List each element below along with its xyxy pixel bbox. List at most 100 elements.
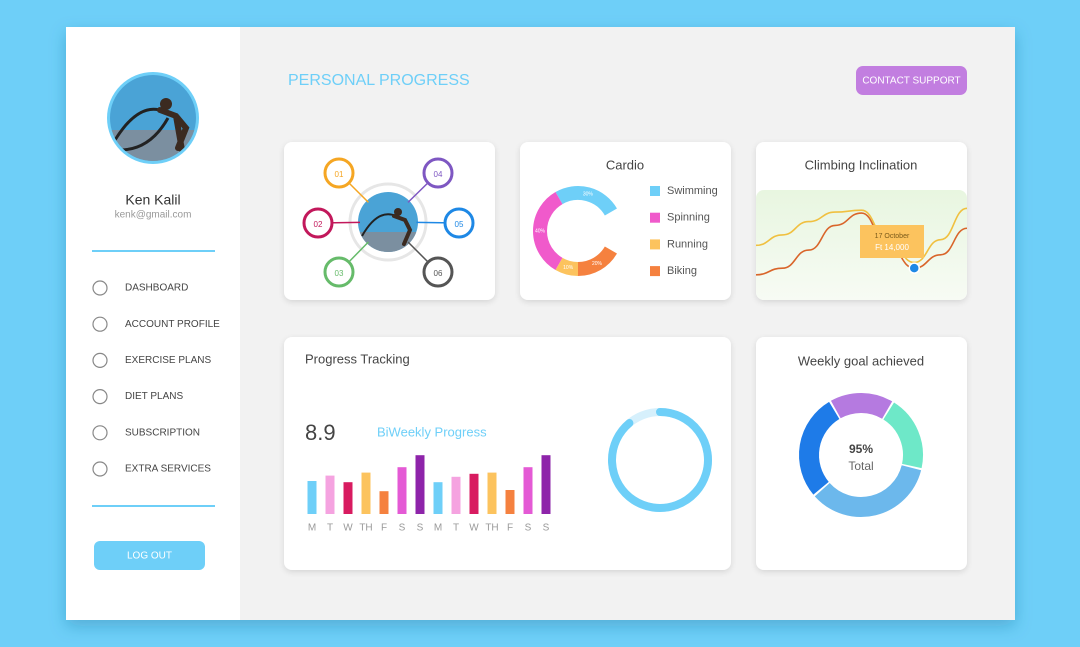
tooltip-value: Ft 14,000 — [875, 243, 909, 252]
step-circle — [443, 207, 475, 239]
nav-icon — [92, 280, 108, 296]
logout-button[interactable] — [94, 541, 205, 570]
bar — [361, 472, 371, 514]
plot-area — [756, 190, 967, 300]
x-tick-label: TH — [359, 523, 372, 534]
bar — [433, 482, 443, 514]
donut-segment — [814, 464, 922, 517]
legend-swatch — [650, 186, 660, 196]
bar — [325, 475, 335, 514]
legend-label: Biking — [667, 265, 697, 277]
card — [756, 337, 967, 570]
line — [756, 212, 967, 276]
donut-label: 30% — [583, 192, 594, 198]
step-circle — [323, 256, 355, 288]
highlight-point — [908, 262, 920, 274]
card-title: Progress Tracking — [305, 351, 410, 366]
bar — [505, 490, 515, 514]
nav-item[interactable]: DASHBOARD — [125, 283, 188, 294]
card-title: Weekly goal achieved — [798, 353, 924, 368]
nav-item[interactable]: DIET PLANS — [125, 391, 183, 402]
donut-label: 10% — [563, 265, 574, 271]
total-caption: Total — [848, 459, 873, 473]
nav-item[interactable]: SUBSCRIPTION — [125, 427, 200, 438]
step-number: 05 — [455, 220, 464, 229]
tooltip-date: 17 October — [875, 233, 910, 240]
step-number: 01 — [335, 170, 344, 179]
step-circle — [422, 157, 454, 189]
x-tick-label: T — [327, 523, 333, 534]
donut-segment — [882, 402, 923, 469]
x-tick-label: F — [381, 523, 387, 534]
nav-icon — [92, 389, 108, 405]
x-tick-label: S — [525, 523, 532, 534]
x-tick-label: W — [343, 523, 353, 534]
nav-icon — [92, 461, 108, 477]
x-tick-label: S — [399, 523, 406, 534]
nav-icon — [92, 316, 108, 332]
donut-segment — [830, 393, 893, 419]
contact-label[interactable]: CONTACT SUPPORT — [862, 76, 960, 87]
line — [756, 207, 967, 264]
step-circle — [323, 157, 355, 189]
progress-caption: BiWeekly Progress — [377, 424, 487, 439]
donut-segment — [577, 246, 617, 276]
x-tick-label: M — [434, 523, 442, 534]
user-name: Ken Kalil — [125, 192, 180, 208]
progress-value: 8.9 — [305, 420, 336, 445]
tooltip — [860, 225, 924, 258]
x-tick-label: F — [507, 523, 513, 534]
card — [284, 337, 731, 570]
logout-label[interactable]: LOG OUT — [127, 551, 172, 562]
bar — [541, 455, 551, 514]
bar — [451, 476, 461, 514]
bar — [379, 491, 389, 514]
donut-label: 40% — [535, 228, 546, 234]
nav-icon — [92, 425, 108, 441]
bar — [397, 467, 407, 514]
nav-icon — [92, 352, 108, 368]
total-value: 95% — [849, 442, 873, 456]
bar — [415, 455, 425, 514]
donut-segment — [533, 192, 563, 270]
x-tick-label: S — [543, 523, 550, 534]
x-tick-label: T — [453, 523, 459, 534]
card-title: Climbing Inclination — [805, 157, 918, 172]
card — [520, 142, 731, 300]
donut-segment — [799, 401, 840, 495]
step-number: 03 — [335, 269, 344, 278]
step-number: 02 — [314, 220, 323, 229]
x-tick-label: W — [469, 523, 479, 534]
nav-item[interactable]: ACCOUNT PROFILE — [125, 319, 220, 330]
step-circle — [302, 207, 334, 239]
bar — [469, 473, 479, 514]
progress-ring — [608, 408, 712, 512]
donut-segment — [555, 257, 579, 276]
donut-segment — [555, 186, 617, 216]
bar — [523, 467, 533, 514]
donut-label: 20% — [592, 261, 603, 267]
legend-swatch — [650, 239, 660, 250]
page-title: PERSONAL PROGRESS — [288, 72, 470, 89]
step-circle — [422, 256, 454, 288]
bar — [307, 481, 317, 514]
legend-label: Spinning — [667, 212, 710, 224]
bar — [343, 482, 353, 514]
nav-item[interactable]: EXTRA SERVICES — [125, 464, 211, 475]
user-email: kenk@gmail.com — [115, 210, 192, 221]
legend-swatch — [650, 266, 660, 277]
contact-button[interactable] — [856, 66, 967, 95]
x-tick-label: S — [417, 523, 424, 534]
legend-label: Running — [667, 238, 708, 250]
legend-swatch — [650, 212, 660, 223]
card-title: Cardio — [606, 157, 644, 172]
legend-label: Swimming — [667, 185, 718, 197]
x-tick-label: M — [308, 523, 316, 534]
bar — [487, 472, 497, 514]
step-number: 06 — [434, 269, 443, 278]
x-tick-label: TH — [485, 523, 498, 534]
step-number: 04 — [434, 170, 443, 179]
nav-item[interactable]: EXERCISE PLANS — [125, 355, 211, 366]
